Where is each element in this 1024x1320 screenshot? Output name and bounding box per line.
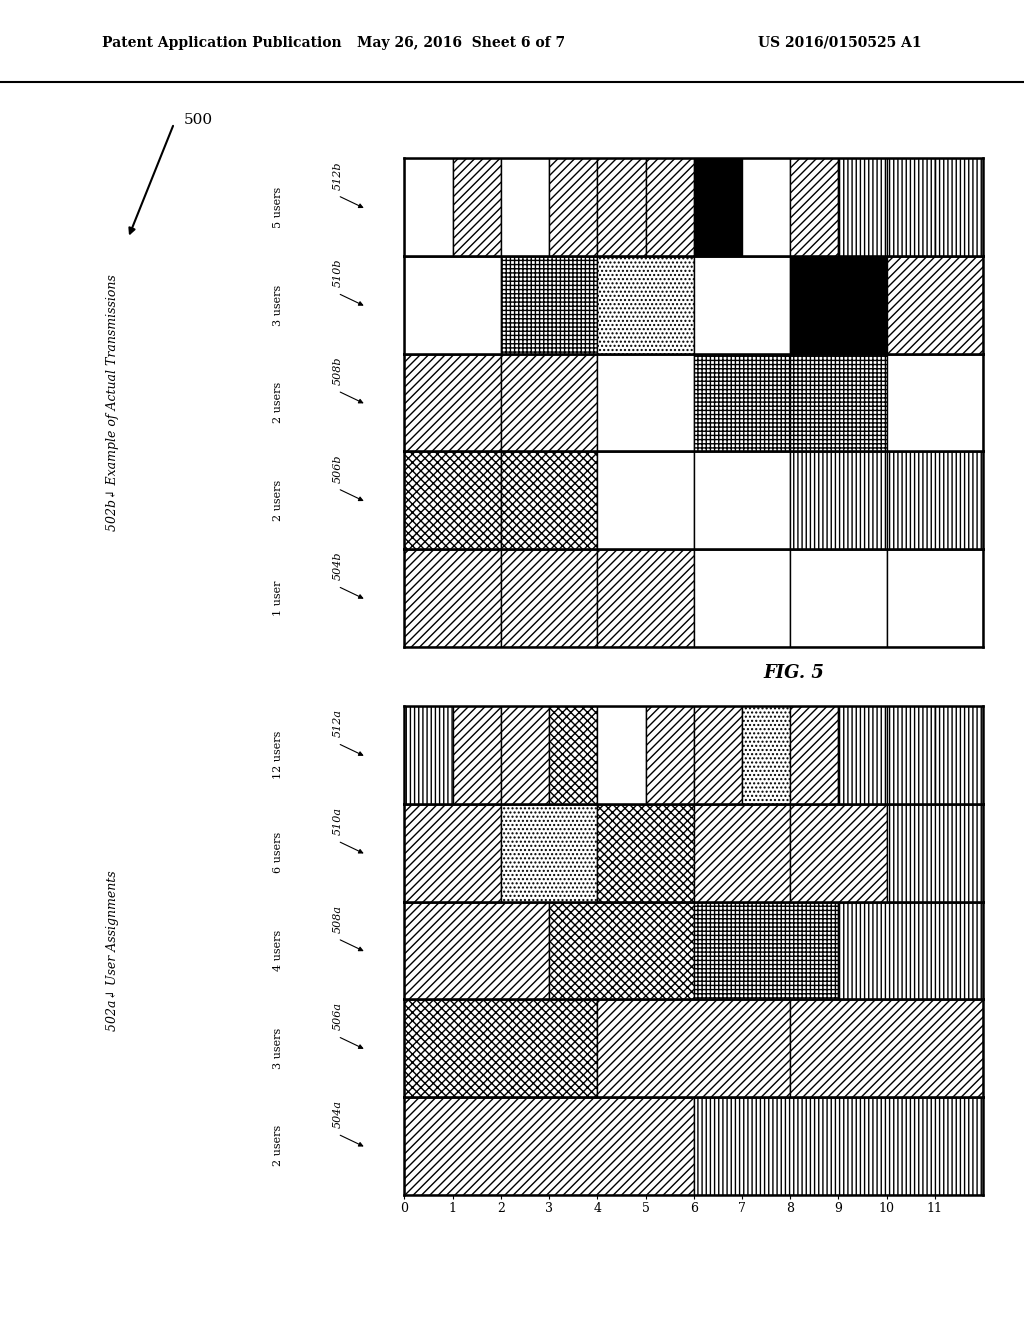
Bar	[501, 256, 597, 354]
Text: May 26, 2016  Sheet 6 of 7: May 26, 2016 Sheet 6 of 7	[356, 36, 565, 50]
Bar	[791, 354, 887, 451]
Bar	[597, 256, 693, 354]
Bar	[404, 354, 501, 451]
Bar	[597, 804, 693, 902]
Text: 510b: 510b	[333, 259, 343, 288]
Bar	[694, 804, 791, 902]
Text: Patent Application Publication: Patent Application Publication	[102, 36, 342, 50]
Bar	[694, 158, 742, 256]
Bar	[453, 706, 501, 804]
Bar	[839, 158, 887, 256]
Text: 512a: 512a	[333, 709, 343, 738]
Text: 512b: 512b	[333, 161, 343, 190]
Bar	[791, 256, 887, 354]
Text: 502a↲ User Assignments: 502a↲ User Assignments	[106, 870, 119, 1031]
Text: 502b↲ Example of Actual Transmissions: 502b↲ Example of Actual Transmissions	[106, 275, 119, 531]
Text: FIG. 5: FIG. 5	[763, 664, 824, 682]
Bar	[791, 451, 887, 549]
Bar	[404, 999, 597, 1097]
Bar	[597, 706, 645, 804]
Bar	[839, 902, 983, 999]
Bar	[791, 158, 839, 256]
Bar	[839, 706, 887, 804]
Text: 4 users: 4 users	[273, 929, 284, 972]
Bar	[453, 158, 501, 256]
Bar	[791, 804, 887, 902]
Bar	[404, 804, 501, 902]
Bar	[887, 451, 983, 549]
Text: 5 users: 5 users	[273, 186, 284, 228]
Bar	[501, 706, 549, 804]
Bar	[501, 451, 597, 549]
Bar	[404, 158, 453, 256]
Text: US 2016/0150525 A1: US 2016/0150525 A1	[758, 36, 922, 50]
Text: 510a: 510a	[333, 807, 343, 836]
Bar	[935, 706, 983, 804]
Bar	[501, 354, 597, 451]
Bar	[694, 706, 742, 804]
Bar	[549, 158, 597, 256]
Bar	[887, 804, 983, 902]
Bar	[501, 804, 597, 902]
Bar	[694, 902, 839, 999]
Bar	[791, 706, 839, 804]
Bar	[404, 902, 549, 999]
Bar	[694, 1097, 983, 1195]
Bar	[549, 706, 597, 804]
Bar	[791, 999, 983, 1097]
Bar	[694, 354, 791, 451]
Bar	[694, 549, 791, 647]
Bar	[887, 354, 983, 451]
Bar	[549, 902, 694, 999]
Text: 506b: 506b	[333, 454, 343, 483]
Bar	[404, 256, 501, 354]
Bar	[597, 999, 791, 1097]
Bar	[404, 451, 501, 549]
Text: 6 users: 6 users	[273, 832, 284, 874]
Bar	[935, 158, 983, 256]
Text: 3 users: 3 users	[273, 1027, 284, 1069]
Text: 504a: 504a	[333, 1100, 343, 1129]
Bar	[742, 706, 791, 804]
Text: 2 users: 2 users	[273, 381, 284, 424]
Text: 2 users: 2 users	[273, 1125, 284, 1167]
Bar	[887, 549, 983, 647]
Text: 3 users: 3 users	[273, 284, 284, 326]
Bar	[887, 256, 983, 354]
Text: 508a: 508a	[333, 904, 343, 933]
Text: 506a: 506a	[333, 1002, 343, 1031]
Bar	[694, 256, 791, 354]
Bar	[645, 158, 694, 256]
Text: 12 users: 12 users	[273, 731, 284, 779]
Bar	[887, 706, 935, 804]
Text: 508b: 508b	[333, 356, 343, 385]
Bar	[404, 549, 501, 647]
Bar	[597, 549, 693, 647]
Text: 1 user: 1 user	[273, 581, 284, 615]
Text: 504b: 504b	[333, 552, 343, 581]
Text: 500: 500	[183, 114, 212, 127]
Bar	[597, 451, 693, 549]
Bar	[597, 158, 645, 256]
Bar	[597, 354, 693, 451]
Text: 2 users: 2 users	[273, 479, 284, 521]
Bar	[887, 158, 935, 256]
Bar	[645, 706, 694, 804]
Bar	[694, 451, 791, 549]
Bar	[742, 158, 791, 256]
Bar	[404, 1097, 694, 1195]
Bar	[791, 549, 887, 647]
Bar	[501, 158, 549, 256]
Bar	[404, 706, 453, 804]
Bar	[501, 549, 597, 647]
